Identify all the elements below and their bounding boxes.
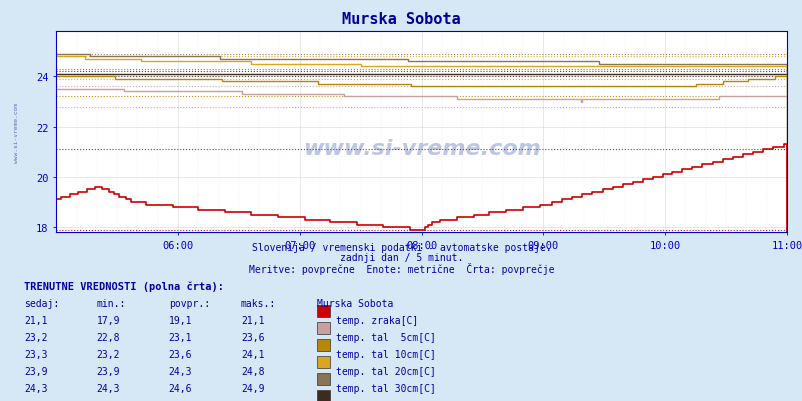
Text: 24,6: 24,6 xyxy=(168,383,192,393)
Text: www.si-vreme.com: www.si-vreme.com xyxy=(14,102,18,162)
Text: TRENUTNE VREDNOSTI (polna črta):: TRENUTNE VREDNOSTI (polna črta): xyxy=(24,281,224,291)
Text: 24,8: 24,8 xyxy=(241,366,264,376)
Text: 23,6: 23,6 xyxy=(241,332,264,342)
Text: 23,3: 23,3 xyxy=(24,349,47,359)
Text: 22,8: 22,8 xyxy=(96,332,119,342)
Text: 23,6: 23,6 xyxy=(168,349,192,359)
Text: zadnji dan / 5 minut.: zadnji dan / 5 minut. xyxy=(339,253,463,263)
Text: 23,9: 23,9 xyxy=(24,366,47,376)
Text: 24,3: 24,3 xyxy=(96,383,119,393)
Text: 23,1: 23,1 xyxy=(168,332,192,342)
Text: 24,0: 24,0 xyxy=(96,400,119,401)
Text: www.si-vreme.com: www.si-vreme.com xyxy=(302,138,540,158)
Text: Murska Sobota: Murska Sobota xyxy=(317,299,393,309)
Text: sedaj:: sedaj: xyxy=(24,299,59,309)
Text: temp. tal 20cm[C]: temp. tal 20cm[C] xyxy=(336,366,435,376)
Text: 23,9: 23,9 xyxy=(96,366,119,376)
Text: 24,3: 24,3 xyxy=(168,366,192,376)
Text: temp. tal 50cm[C]: temp. tal 50cm[C] xyxy=(336,400,435,401)
Text: temp. tal 10cm[C]: temp. tal 10cm[C] xyxy=(336,349,435,359)
Text: temp. tal  5cm[C]: temp. tal 5cm[C] xyxy=(336,332,435,342)
Text: Meritve: povprečne  Enote: metrične  Črta: povprečje: Meritve: povprečne Enote: metrične Črta:… xyxy=(249,263,553,275)
Text: temp. zraka[C]: temp. zraka[C] xyxy=(336,316,418,326)
Text: min.:: min.: xyxy=(96,299,126,309)
Text: 24,9: 24,9 xyxy=(241,383,264,393)
Text: 19,1: 19,1 xyxy=(168,316,192,326)
Text: 21,1: 21,1 xyxy=(24,316,47,326)
Text: 24,2: 24,2 xyxy=(241,400,264,401)
Text: 24,0: 24,0 xyxy=(24,400,47,401)
Text: 17,9: 17,9 xyxy=(96,316,119,326)
Text: povpr.:: povpr.: xyxy=(168,299,209,309)
Text: 23,2: 23,2 xyxy=(24,332,47,342)
Text: maks.:: maks.: xyxy=(241,299,276,309)
Text: 23,2: 23,2 xyxy=(96,349,119,359)
Text: 24,1: 24,1 xyxy=(241,349,264,359)
Text: 21,1: 21,1 xyxy=(241,316,264,326)
Text: temp. tal 30cm[C]: temp. tal 30cm[C] xyxy=(336,383,435,393)
Text: Murska Sobota: Murska Sobota xyxy=(342,12,460,27)
Text: 24,1: 24,1 xyxy=(168,400,192,401)
Text: Slovenija / vremenski podatki - avtomatske postaje.: Slovenija / vremenski podatki - avtomats… xyxy=(251,243,551,253)
Text: 24,3: 24,3 xyxy=(24,383,47,393)
